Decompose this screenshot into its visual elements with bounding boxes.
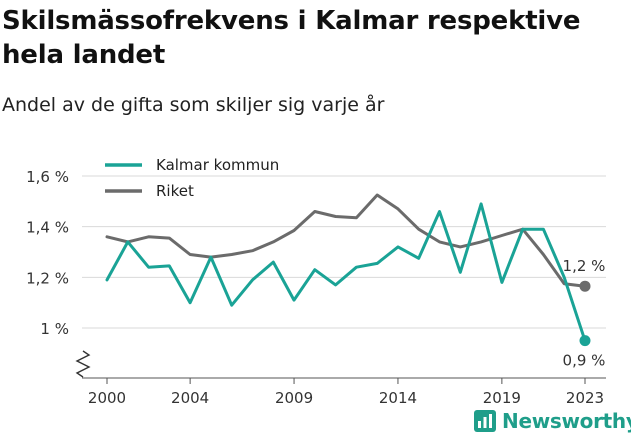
chart-title: Skilsmässofrekvens i Kalmar respektive h… (2, 6, 581, 70)
end-label-riket: 1,2 % (563, 257, 606, 275)
series-line (105, 193, 587, 288)
chart-subtitle: Andel av de gifta som skiljer sig varje … (2, 94, 385, 116)
legend-label: Kalmar kommun (156, 156, 279, 174)
y-tick-label: 1 % (40, 320, 69, 338)
x-tick-label: 2009 (275, 389, 313, 407)
axis-break-symbol (75, 350, 91, 378)
legend: Kalmar kommun Riket (105, 156, 279, 200)
series-end-point (579, 280, 591, 292)
series (105, 193, 591, 347)
axes: 1 % 1,2 % 1,4 % 1,6 % 2000 2004 2009 2014 2019 20… (26, 168, 606, 407)
x-tick-label: 2019 (483, 389, 521, 407)
y-tick-label: 1,6 % (26, 168, 69, 186)
legend-label: Riket (156, 182, 194, 200)
end-labels: 1,2 % 0,9 % (563, 257, 606, 369)
x-tick-label: 2014 (379, 389, 417, 407)
y-tick-label: 1,2 % (26, 269, 69, 287)
series-line (105, 202, 587, 343)
end-label-kalmar: 0,9 % (563, 352, 606, 370)
newsworthy-logo: Newsworthy (474, 404, 631, 438)
x-tick-label: 2023 (566, 389, 604, 407)
x-tick-label: 2004 (171, 389, 209, 407)
series-end-point (579, 335, 591, 347)
x-tick-label: 2000 (88, 389, 126, 407)
brand-name: Newsworthy (502, 409, 631, 433)
newsworthy-chart-icon (474, 410, 496, 432)
y-tick-label: 1,4 % (26, 219, 69, 237)
